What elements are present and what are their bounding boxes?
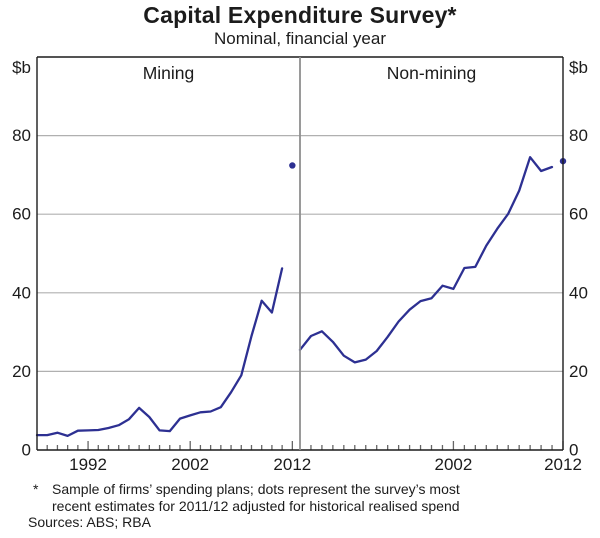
y-tick-label-right-40: 40 bbox=[569, 283, 588, 302]
y-tick-label-left-0: 0 bbox=[22, 441, 31, 460]
y-tick-label-right-20: 20 bbox=[569, 362, 588, 381]
y-tick-label-left-80: 80 bbox=[12, 126, 31, 145]
y-tick-label-left-60: 60 bbox=[12, 205, 31, 224]
non-mining-line bbox=[298, 156, 554, 364]
chart-subtitle: Nominal, financial year bbox=[214, 29, 386, 48]
unit-label-left: $b bbox=[12, 58, 31, 77]
footnote-line: Sample of firms’ spending plans; dots re… bbox=[52, 481, 460, 497]
x-tick-label-mining-2002: 2002 bbox=[171, 455, 209, 474]
y-tick-label-right-0: 0 bbox=[569, 441, 578, 460]
panel-label-mining: Mining bbox=[143, 63, 195, 83]
y-tick-label-left-40: 40 bbox=[12, 283, 31, 302]
y-tick-label-right-60: 60 bbox=[569, 205, 588, 224]
chart-title: Capital Expenditure Survey* bbox=[143, 2, 457, 28]
x-tick-label-mining-1992: 1992 bbox=[69, 455, 107, 474]
y-tick-label-left-20: 20 bbox=[12, 362, 31, 381]
y-tick-label-right-80: 80 bbox=[569, 126, 588, 145]
panel-label-non-mining: Non-mining bbox=[387, 63, 476, 83]
footnote-marker: * bbox=[33, 481, 39, 497]
mining-line bbox=[35, 267, 284, 438]
x-tick-label-non-mining-2002: 2002 bbox=[435, 455, 473, 474]
unit-label-right: $b bbox=[569, 58, 588, 77]
x-tick-label-non-mining-2012: 2012 bbox=[544, 455, 582, 474]
footnote-text: Sample of firms’ spending plans; dots re… bbox=[52, 481, 553, 514]
x-tick-label-mining-2012: 2012 bbox=[273, 455, 311, 474]
footnote: * Sample of firms’ spending plans; dots … bbox=[33, 481, 553, 514]
footnote-line: recent estimates for 2011/12 adjusted fo… bbox=[52, 497, 460, 514]
mining-estimate-dot bbox=[289, 162, 296, 169]
sources-line: Sources: ABS; RBA bbox=[28, 514, 151, 530]
